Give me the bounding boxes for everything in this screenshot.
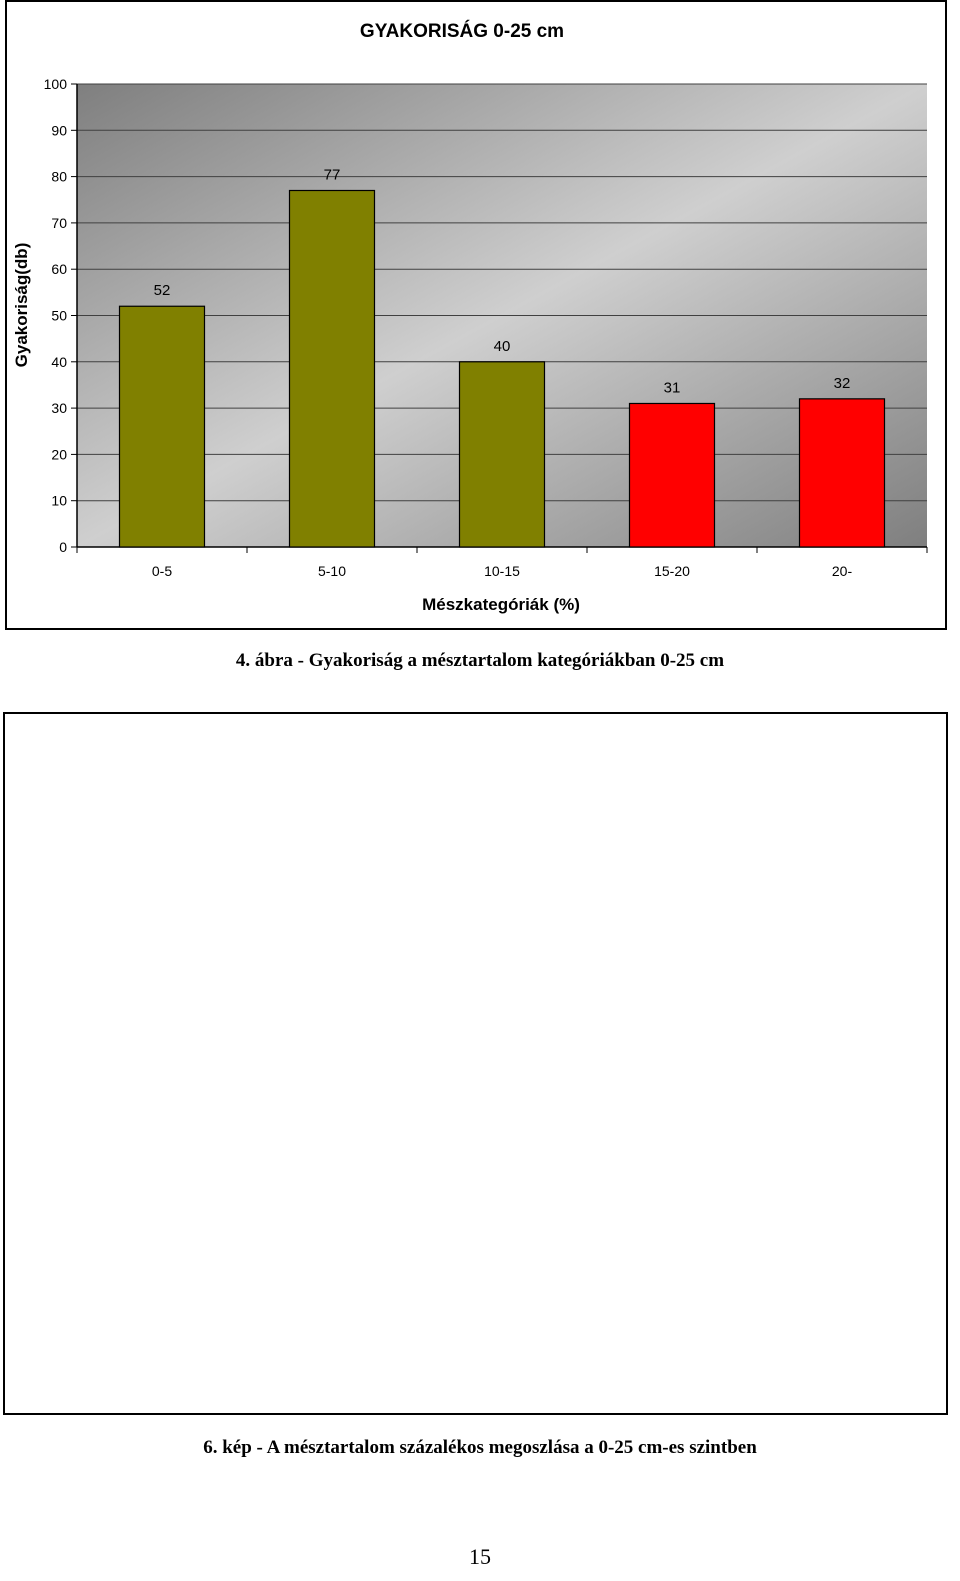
x-tick-label: 20- — [832, 563, 853, 579]
image-caption: 6. kép - A mésztartalom százalékos megos… — [203, 1437, 757, 1458]
y-tick-label: 80 — [51, 169, 67, 185]
y-tick-label: 0 — [59, 539, 67, 555]
y-tick-label: 90 — [51, 122, 67, 138]
y-tick-label: 60 — [51, 261, 67, 277]
bar-0-5 — [118, 305, 206, 548]
chart-title: GYAKORISÁG 0-25 cm — [360, 20, 564, 42]
image-placeholder-frame — [3, 712, 948, 1415]
data-label: 32 — [834, 375, 851, 392]
bar-5-10 — [288, 189, 376, 548]
y-tick-label: 70 — [51, 215, 67, 231]
y-tick-label: 30 — [51, 400, 67, 416]
x-tick-label: 10-15 — [484, 563, 520, 579]
chart-frame: GYAKORISÁG 0-25 cm Gyakoriság(db) Mészka… — [5, 0, 947, 630]
y-tick-label: 10 — [51, 493, 67, 509]
x-tick-label: 15-20 — [654, 563, 690, 579]
x-axis-label: Mészkategóriák (%) — [422, 595, 580, 614]
data-label: 31 — [664, 379, 681, 396]
page-number: 15 — [469, 1544, 491, 1569]
data-label: 40 — [494, 338, 511, 355]
bar-20- — [798, 398, 886, 548]
bar-chart: GYAKORISÁG 0-25 cm Gyakoriság(db) Mészka… — [12, 20, 928, 614]
x-tick-label: 0-5 — [152, 563, 172, 579]
data-label: 77 — [324, 166, 341, 183]
x-tick-label: 5-10 — [318, 563, 346, 579]
y-tick-label: 100 — [44, 76, 68, 92]
y-axis-label: Gyakoriság(db) — [12, 243, 31, 368]
y-tick-label: 50 — [51, 308, 67, 324]
bar-15-20 — [628, 402, 716, 548]
data-label: 52 — [154, 282, 171, 299]
chart-caption: 4. ábra - Gyakoriság a mésztartalom kate… — [235, 650, 725, 671]
y-tick-label: 40 — [51, 354, 67, 370]
bar-10-15 — [458, 361, 546, 548]
y-tick-label: 20 — [51, 446, 67, 462]
